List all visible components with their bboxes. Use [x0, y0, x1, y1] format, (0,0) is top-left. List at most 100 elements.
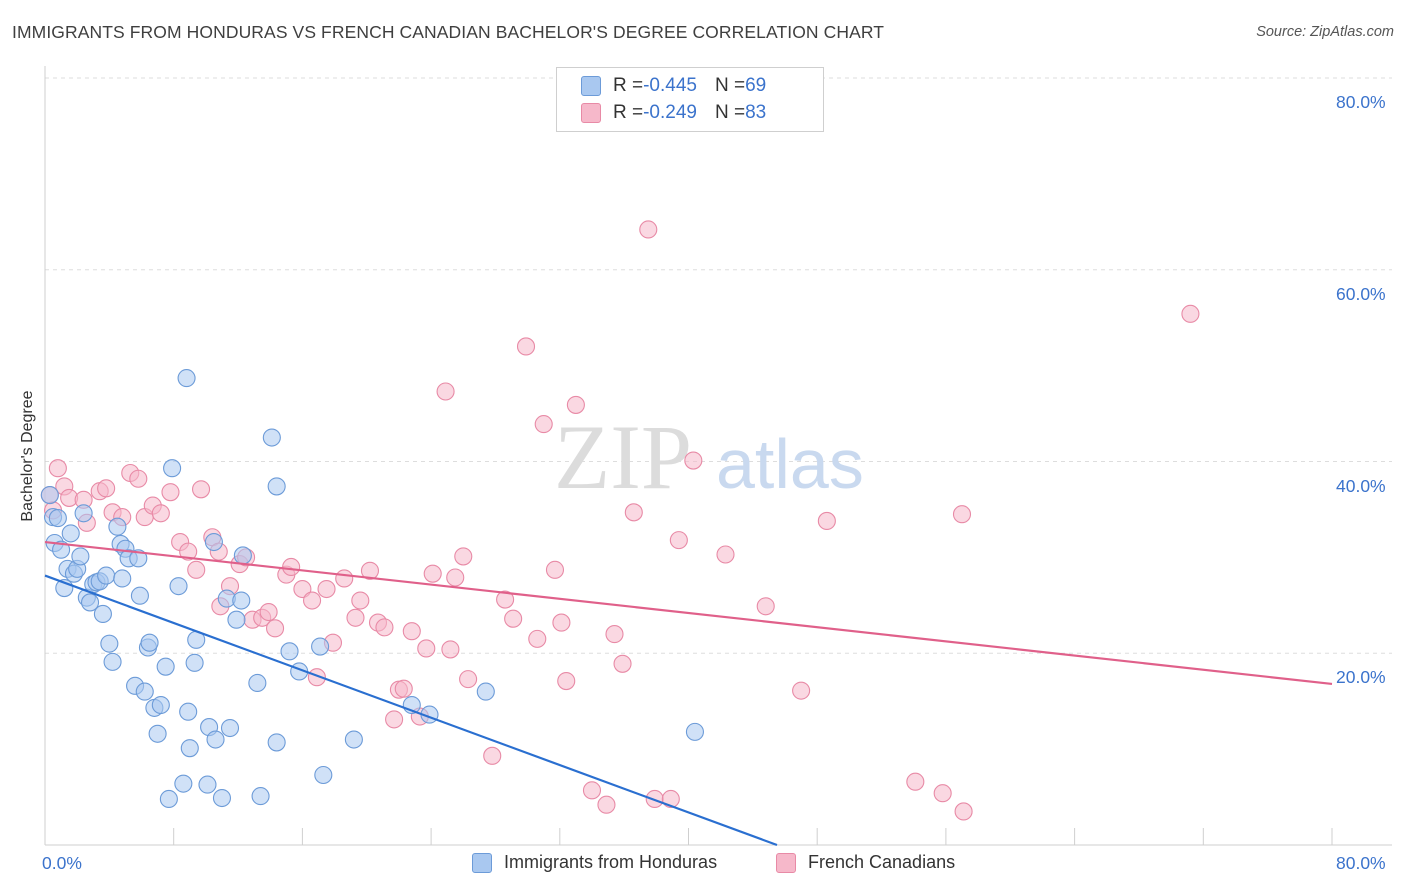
data-point — [394, 679, 413, 698]
data-point — [423, 564, 442, 583]
data-point — [151, 504, 170, 523]
legend-row-french-canadians: R = -0.249 N = 83 — [581, 101, 766, 125]
data-point — [311, 637, 330, 656]
data-point — [103, 652, 122, 671]
legend-r-value: -0.249 — [643, 102, 697, 123]
data-point — [346, 608, 365, 627]
data-point — [174, 774, 193, 793]
watermark-zip: ZIP — [554, 406, 692, 508]
legend-item-french-canadians[interactable]: French Canadians — [776, 852, 955, 873]
data-point — [528, 629, 547, 648]
data-point — [159, 789, 178, 809]
data-point — [792, 681, 811, 700]
source-label: Source: ZipAtlas.com — [1256, 24, 1394, 40]
data-point — [906, 772, 925, 791]
y-tick-label: 20.0% — [1336, 667, 1386, 688]
legend-n-label: N = — [714, 102, 746, 123]
watermark-atlas: atlas — [716, 425, 864, 503]
data-point — [206, 730, 225, 749]
data-point — [476, 682, 495, 701]
data-point — [282, 557, 301, 577]
data-point — [48, 509, 67, 528]
data-point — [151, 695, 170, 715]
data-point — [163, 459, 182, 478]
series-legend: Immigrants from Honduras French Canadian… — [0, 852, 1406, 876]
data-point — [483, 746, 502, 765]
data-point — [180, 739, 199, 758]
data-point — [817, 511, 836, 530]
data-point — [317, 579, 336, 599]
data-point — [351, 591, 370, 610]
data-point — [446, 568, 465, 587]
legend-swatch-pink — [776, 852, 796, 873]
legend-n-label: N = — [714, 75, 746, 96]
legend-item-label: French Canadians — [808, 852, 956, 872]
data-point — [685, 722, 704, 741]
data-point — [267, 733, 286, 752]
data-point — [140, 633, 159, 652]
legend-r-label: R = — [613, 75, 644, 96]
y-tick-label: 60.0% — [1336, 283, 1386, 304]
data-point — [227, 610, 246, 629]
trend-line-honduras — [44, 574, 778, 847]
data-point — [232, 591, 251, 610]
legend-item-honduras[interactable]: Immigrants from Honduras — [472, 852, 717, 873]
data-point — [436, 382, 455, 401]
data-point — [204, 532, 223, 552]
data-point — [360, 561, 380, 580]
data-point — [97, 566, 116, 585]
data-point — [191, 480, 211, 499]
trend-line-french-canadians — [44, 540, 1333, 686]
legend-swatch-blue — [472, 852, 492, 873]
data-point — [248, 673, 267, 693]
y-tick-label: 40.0% — [1336, 475, 1386, 496]
data-point — [161, 483, 180, 502]
data-point — [40, 486, 59, 505]
data-point — [624, 503, 643, 522]
legend-r-label: R = — [613, 102, 644, 123]
data-point — [582, 781, 602, 800]
data-point — [156, 657, 175, 676]
data-point — [108, 517, 127, 536]
data-point — [933, 784, 952, 803]
data-point — [74, 504, 93, 523]
data-point — [169, 577, 188, 596]
data-point — [212, 788, 232, 808]
data-point — [71, 547, 90, 566]
data-point — [179, 702, 198, 721]
correlation-legend: R = -0.445 N = 69 R = -0.249 N = 83 — [556, 67, 824, 132]
data-point — [97, 479, 116, 498]
data-point — [557, 672, 576, 691]
legend-n-value: 69 — [745, 75, 767, 96]
data-point — [303, 591, 322, 610]
data-point — [335, 569, 354, 588]
watermark: ZIP atlas — [554, 406, 864, 508]
data-point — [251, 787, 270, 806]
legend-swatch-blue — [581, 76, 601, 96]
data-point — [130, 586, 149, 605]
axes — [44, 66, 1392, 846]
data-point — [566, 395, 585, 414]
data-point — [684, 451, 703, 470]
data-point — [280, 642, 299, 661]
legend-item-label: Immigrants from Honduras — [504, 852, 718, 872]
x-tick-label-max: 80.0% — [1336, 853, 1386, 873]
data-point — [516, 337, 536, 356]
trend-lines — [44, 540, 1333, 847]
legend-n-value: 83 — [745, 102, 767, 123]
data-point — [185, 653, 204, 672]
legend-swatch-pink — [581, 103, 601, 123]
data-point — [597, 795, 616, 814]
data-point — [148, 724, 167, 743]
data-point — [459, 670, 478, 689]
data-point — [61, 524, 80, 543]
data-point — [198, 775, 217, 794]
data-point — [100, 634, 119, 653]
data-point — [552, 613, 571, 632]
data-point — [385, 710, 404, 729]
data-point — [259, 602, 278, 622]
data-point — [605, 625, 624, 644]
data-point — [179, 542, 198, 561]
x-tick-label-min: 0.0% — [42, 853, 82, 873]
